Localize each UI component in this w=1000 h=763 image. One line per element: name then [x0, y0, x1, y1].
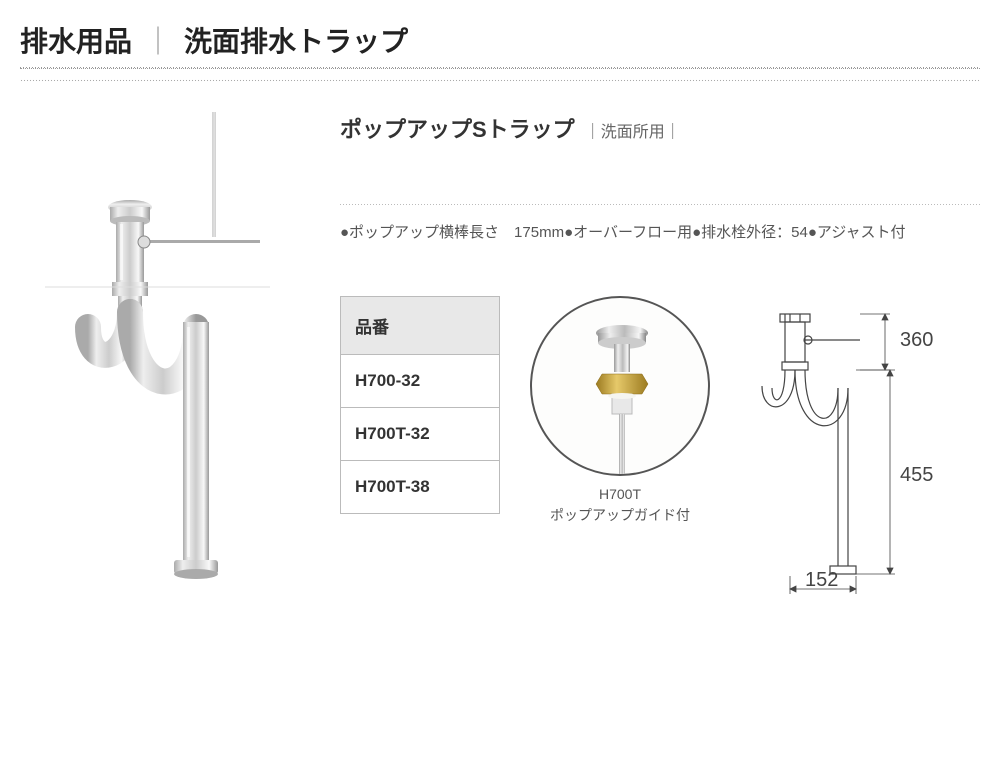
table-header: 品番 — [341, 296, 500, 354]
detail-note: ポップアップガイド付 — [520, 505, 720, 526]
popup-guide-icon — [532, 298, 710, 476]
product-details-column: ポップアップSトラップ ｜洗面所用｜ ●ポップアップ横棒長さ 175mm●オーバ… — [340, 112, 980, 601]
product-description: ●ポップアップ横棒長さ 175mm●オーバーフロー用●排水栓外径：54●アジャス… — [340, 220, 980, 246]
category-label: 排水用品 — [20, 20, 132, 60]
lower-row: 品番 H700-32 H700T-32 H700T-38 — [340, 296, 980, 601]
product-image-column — [20, 112, 320, 601]
desc-divider — [340, 204, 980, 205]
spec-table: 品番 H700-32 H700T-32 H700T-38 — [340, 296, 500, 514]
separator: ｜ — [144, 20, 172, 60]
product-image — [40, 112, 300, 592]
page-header: 排水用品 ｜ 洗面排水トラップ — [20, 20, 980, 69]
table-row: H700T-38 — [341, 460, 500, 513]
detail-photo-block: H700T ポップアップガイド付 — [520, 296, 720, 526]
detail-caption: H700T ポップアップガイド付 — [520, 484, 720, 526]
product-tag: ｜洗面所用｜ — [585, 118, 681, 142]
main-content: ポップアップSトラップ ｜洗面所用｜ ●ポップアップ横棒長さ 175mm●オーバ… — [20, 112, 980, 601]
table-row: H700-32 — [341, 354, 500, 407]
dim-360: 360 — [900, 329, 933, 351]
dim-152: 152 — [805, 569, 838, 591]
breadcrumb: 排水用品 ｜ 洗面排水トラップ — [20, 20, 980, 60]
product-name: ポップアップSトラップ — [340, 112, 575, 144]
dimension-svg: 360 455 152 — [740, 296, 950, 596]
subcategory-label: 洗面排水トラップ — [184, 20, 408, 60]
detail-circle — [530, 296, 710, 476]
dimension-drawing: 360 455 152 — [740, 296, 940, 601]
detail-model: H700T — [520, 484, 720, 505]
dim-455: 455 — [900, 464, 933, 486]
dotted-divider — [20, 79, 980, 82]
table-row: H700T-32 — [341, 407, 500, 460]
product-title: ポップアップSトラップ ｜洗面所用｜ — [340, 112, 980, 144]
